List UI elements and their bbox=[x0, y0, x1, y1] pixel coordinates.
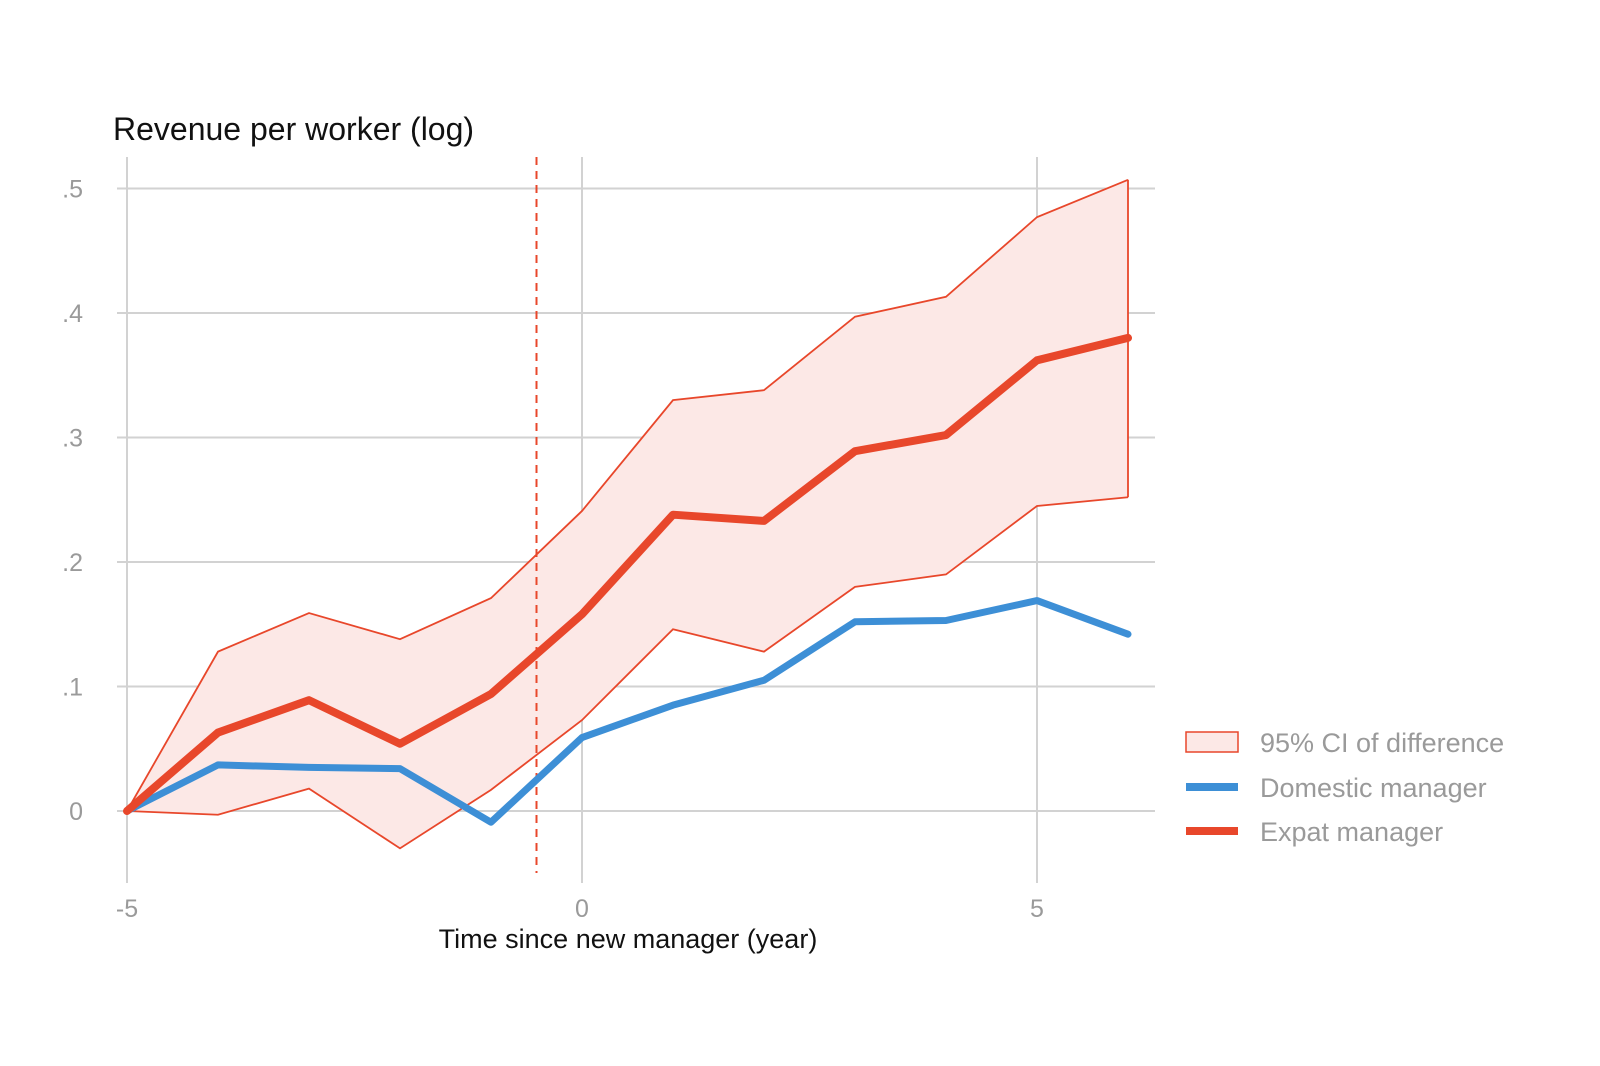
series-line-domestic bbox=[123, 597, 1132, 826]
legend-swatch-ci bbox=[1185, 731, 1239, 753]
y-tick-label: .4 bbox=[62, 300, 83, 328]
y-tick-label: .5 bbox=[62, 176, 83, 204]
series-lines bbox=[123, 333, 1132, 826]
axis-ticks: 0 .1 .2 .3 .4 .5 -5 0 5 bbox=[62, 176, 1044, 924]
ci-band bbox=[126, 178, 1129, 850]
x-axis-title: Time since new manager (year) bbox=[439, 924, 818, 954]
x-tick-label: -5 bbox=[116, 895, 138, 923]
legend: 95% CI of difference Domestic manager Expa… bbox=[1185, 728, 1504, 847]
legend-label: Expat manager bbox=[1260, 817, 1443, 847]
chart-title: Revenue per worker (log) bbox=[113, 111, 474, 147]
ci-lower-line bbox=[126, 496, 1129, 850]
ci-band-fill bbox=[127, 179, 1128, 849]
ci-upper-line bbox=[126, 178, 1129, 812]
legend-label: Domestic manager bbox=[1260, 773, 1487, 803]
x-tick-label: 5 bbox=[1030, 895, 1044, 923]
y-tick-label: .3 bbox=[62, 425, 83, 453]
y-tick-label: .1 bbox=[62, 674, 83, 702]
x-tick-label: 0 bbox=[575, 895, 589, 923]
series-line-expat bbox=[123, 333, 1132, 815]
y-tick-label: 0 bbox=[69, 798, 83, 826]
legend-label: 95% CI of difference bbox=[1260, 728, 1504, 758]
y-tick-label: .2 bbox=[62, 549, 83, 577]
